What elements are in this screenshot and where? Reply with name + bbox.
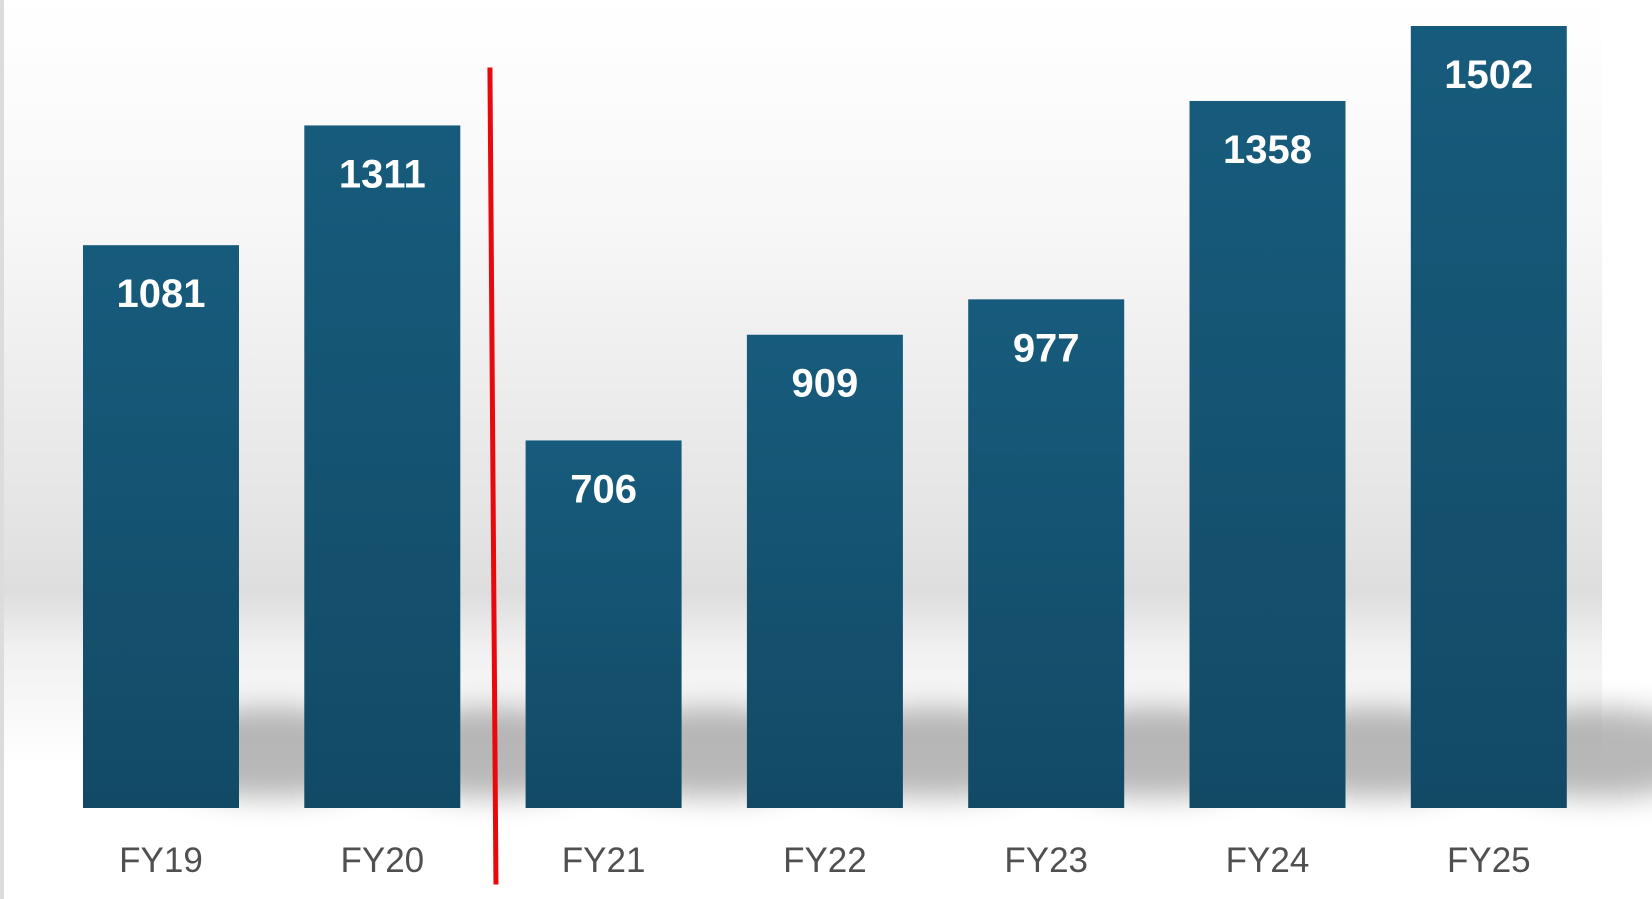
- bar-fy23: [968, 299, 1125, 808]
- x-axis-tick-labels: FY19 FY20 FY21 FY22 FY23 FY24 FY25: [119, 841, 1530, 880]
- plot-border-left: [0, 0, 4, 899]
- bar-value-label-fy21: 706: [570, 467, 637, 511]
- x-tick-label-fy20: FY20: [340, 841, 424, 880]
- bar-fy24: [1189, 100, 1346, 808]
- x-tick-label-fy21: FY21: [562, 841, 646, 880]
- x-tick-label-fy22: FY22: [783, 841, 867, 880]
- bar-value-labels: 1081 1311 706 909 977 1358 1502: [117, 53, 1534, 511]
- bar-value-label-fy25: 1502: [1444, 53, 1533, 97]
- bar-value-label-fy20: 1311: [339, 152, 426, 196]
- bar-value-label-fy19: 1081: [117, 272, 206, 316]
- bar-value-label-fy23: 977: [1013, 326, 1080, 370]
- bar-value-label-fy24: 1358: [1223, 128, 1312, 172]
- bar-fy19: [83, 245, 239, 808]
- x-tick-label-fy23: FY23: [1004, 841, 1088, 880]
- x-tick-label-fy19: FY19: [119, 841, 203, 880]
- bar-value-label-fy22: 909: [792, 362, 859, 406]
- bar-fy22: [746, 334, 903, 808]
- fiscal-divider-line: [487, 67, 499, 885]
- bar-fy20: [304, 125, 461, 808]
- bar-fy21: [525, 440, 682, 808]
- x-tick-label-fy24: FY24: [1226, 841, 1310, 880]
- x-tick-label-fy25: FY25: [1447, 841, 1531, 880]
- bars: [83, 26, 1567, 808]
- bar-fy25: [1410, 26, 1567, 808]
